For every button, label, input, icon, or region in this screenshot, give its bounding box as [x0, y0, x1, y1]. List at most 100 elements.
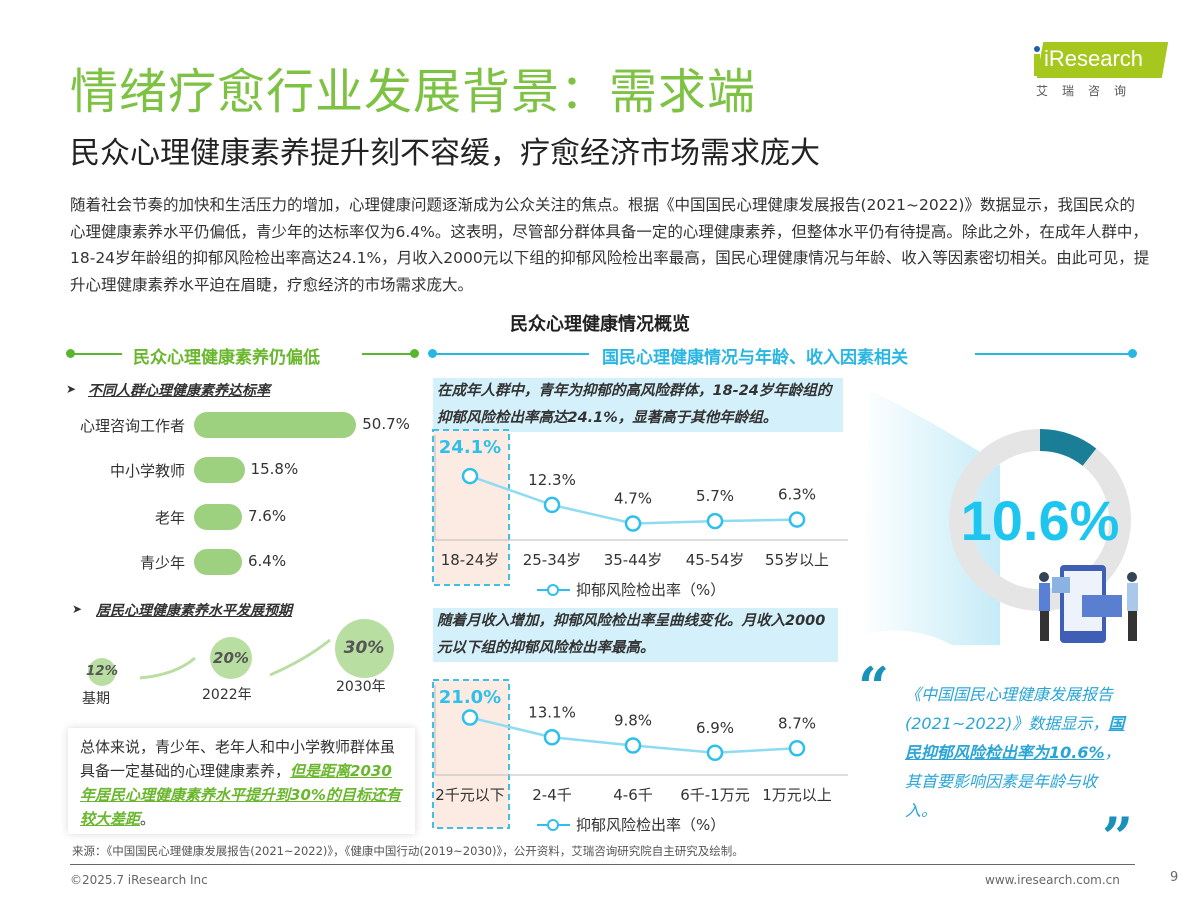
copyright: ©2025.7 iResearch Inc	[70, 873, 208, 887]
growth-arrows	[139, 638, 331, 680]
data-label: 5.7%	[696, 487, 734, 505]
note-highlight: 但是距离2030年居民心理健康素养水平提升到30%的目标还有较大差距	[80, 762, 401, 828]
bubble: 30%	[334, 618, 394, 678]
category-label: 4-6千	[613, 786, 653, 804]
category-label: 55岁以上	[765, 551, 829, 569]
note-text: 总体来说，青少年、老年人和中小学教师群体虽具备一定基础的心理健康素养，	[80, 738, 396, 780]
data-point	[461, 467, 479, 485]
bubble-label: 基期	[82, 691, 110, 707]
dot-icon	[66, 349, 75, 358]
dot-icon	[428, 349, 437, 358]
open-quote-icon: “	[858, 655, 890, 719]
income-callout: 随着月收入增加，抑郁风险检出率呈曲线变化。月收入2000元以下组的抑郁风险检出率…	[433, 608, 838, 662]
bar-label: 老年	[154, 509, 185, 527]
data-label: 24.1%	[439, 437, 501, 458]
source-note: 来源：《中国国民心理健康发展报告(2021~2022)》，《健康中国行动(201…	[72, 844, 744, 858]
legend-marker	[547, 819, 559, 831]
page-subtitle: 民众心理健康素养提升刻不容缓，疗愈经济市场需求庞大	[70, 136, 820, 171]
data-label: 8.7%	[778, 714, 816, 732]
divider	[434, 353, 589, 355]
bar	[194, 504, 242, 530]
funnel-shape	[860, 390, 1000, 645]
bar-label: 心理咨询工作者	[79, 417, 185, 435]
website-link[interactable]: www.iresearch.com.cn	[985, 873, 1120, 887]
divider	[72, 353, 122, 355]
left-section-title: 民众心理健康素养仍偏低	[133, 348, 320, 368]
right-section-title: 国民心理健康情况与年龄、收入因素相关	[602, 348, 908, 368]
footer-divider	[70, 864, 1135, 865]
page-number: 9	[1170, 870, 1179, 885]
growth-arrow-icon	[269, 638, 331, 677]
note-end: 。	[140, 810, 156, 828]
data-point	[461, 709, 479, 726]
category-label: 1万元以上	[762, 786, 832, 804]
age-callout: 在成年人群中，青年为抑郁的高风险群体，18-24岁年龄组的抑郁风险检出率高达24…	[433, 378, 843, 432]
category-label: 45-54岁	[686, 551, 745, 569]
quote-text: 《中国国民心理健康发展报告(2021~2022)》数据显示，国民抑郁风险检出率为…	[905, 680, 1125, 825]
iresearch-logo: iResearch 艾瑞咨询	[1030, 40, 1170, 100]
logo-cn: 艾瑞咨询	[1036, 84, 1141, 98]
bar-value-label: 7.6%	[248, 507, 287, 525]
legend-marker	[547, 584, 559, 596]
category-label: 18-24岁	[441, 551, 500, 569]
divider	[975, 353, 1130, 355]
bar-value-label: 15.8%	[250, 460, 299, 478]
dot-icon	[410, 349, 419, 358]
close-quote-icon: ”	[1102, 805, 1134, 869]
data-label: 6.9%	[696, 719, 734, 737]
category-label: 6千-1万元	[680, 786, 750, 804]
data-label: 6.3%	[778, 486, 816, 504]
bar-value-label: 6.4%	[248, 552, 287, 570]
growth-arrow-icon	[139, 656, 196, 680]
data-point	[706, 512, 724, 530]
bar	[194, 412, 357, 438]
income-line-chart: 21.0% 2千元以下 13.1% 2-4千 9.8% 4-6千 6.9% 6千-1万元 8.7…	[432, 679, 848, 834]
page-title: 情绪疗愈行业发展背景：需求端	[70, 64, 757, 120]
overview-title: 民众心理健康情况概览	[510, 314, 690, 335]
bubble-label: 2022年	[202, 687, 252, 703]
data-label: 12.3%	[528, 471, 576, 489]
bar	[194, 457, 245, 483]
data-label: 21.0%	[439, 687, 501, 708]
quote-part: ，其首要影响因素是年龄与收入。	[905, 743, 1121, 820]
data-point	[624, 737, 642, 754]
bar	[194, 549, 242, 575]
data-point	[788, 740, 806, 757]
bubble-label: 2030年	[336, 679, 386, 695]
donut-value-arc	[949, 429, 1131, 611]
data-point	[543, 496, 561, 514]
donut-area: 10.6%	[860, 390, 1131, 645]
highlight-box	[432, 429, 510, 586]
arrow-bullet-icon: ➤	[72, 602, 83, 616]
category-label: 25-34岁	[523, 551, 582, 569]
data-label: 4.7%	[614, 490, 652, 508]
bar-chart-title: 不同人群心理健康素养达标率	[88, 383, 270, 399]
data-point	[624, 515, 642, 532]
highlight-box	[432, 679, 510, 829]
bubble: 20%	[210, 637, 252, 679]
category-label: 2千元以下	[435, 786, 505, 804]
dot-icon	[1128, 349, 1137, 358]
category-label: 35-44岁	[604, 551, 663, 569]
bar-value-label: 50.7%	[362, 415, 410, 433]
data-point	[706, 744, 724, 761]
people-security-illustration	[1039, 565, 1138, 643]
logo-text: iResearch	[1044, 46, 1144, 71]
divider	[362, 353, 412, 355]
quote-part: 《中国国民心理健康发展报告(2021~2022)》数据显示，	[905, 685, 1114, 733]
legend-label: 抑郁风险检出率（%）	[576, 816, 725, 834]
data-point	[788, 511, 806, 528]
category-label: 2-4千	[532, 786, 572, 804]
age-line-chart: 24.1% 18-24岁 12.3% 25-34岁 4.7% 35-44岁 5.7% 45-5…	[432, 429, 848, 599]
summary-note: 总体来说，青少年、老年人和中小学教师群体虽具备一定基础的心理健康素养，但是距离2…	[68, 728, 415, 834]
quote-highlight: 国民抑郁风险检出率为10.6%	[905, 714, 1125, 762]
bar-label: 青少年	[139, 554, 185, 572]
bar-label: 中小学教师	[109, 462, 185, 480]
intro-paragraph: 随着社会节奏的加快和生活压力的增加，心理健康问题逐渐成为公众关注的焦点。根据《中…	[70, 196, 1150, 294]
data-label: 13.1%	[528, 703, 576, 721]
arrow-bullet-icon: ➤	[66, 382, 77, 396]
legend-label: 抑郁风险检出率（%）	[576, 581, 725, 599]
bubble: 12%	[86, 657, 118, 687]
data-point	[543, 729, 561, 746]
donut-label: 10.6%	[961, 489, 1120, 552]
